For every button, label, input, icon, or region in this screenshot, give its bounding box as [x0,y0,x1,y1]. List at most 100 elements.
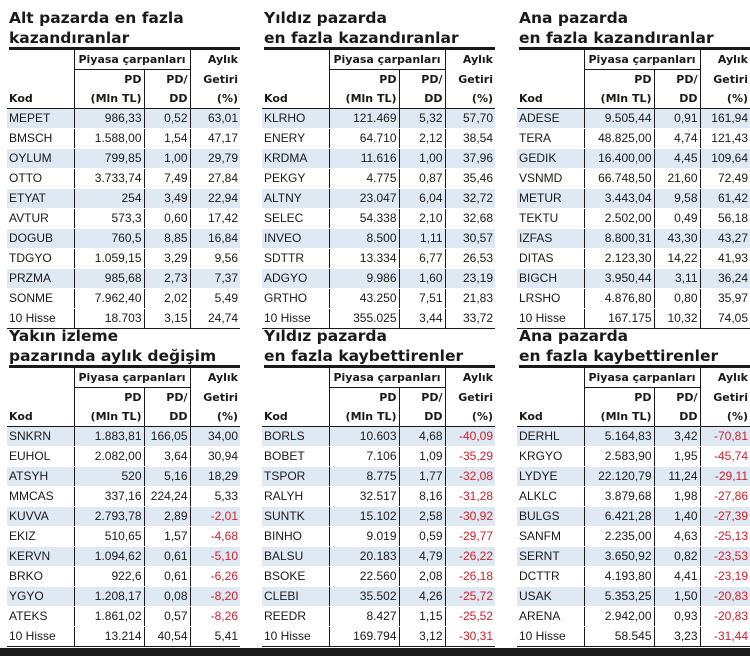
table-row: SERNT 3.650,92 0,82 -23,53 [517,546,750,567]
header-blank [7,50,74,70]
table-row: KERVN 1.094,62 0,61 -5,10 [7,546,240,567]
table-row: SDTTR 13.334 6,77 26,53 [262,248,495,269]
table-row: LYDYE 22.120,79 11,24 -29,11 [517,466,750,487]
total-row: 10 Hisse 13.214 40,54 5,41 [7,626,240,647]
stock-code-cell: INVEO [262,228,329,249]
pd-value-cell: 10.603 [328,426,399,447]
monthly-return-cell: -29,77 [444,526,495,547]
pd-value-cell: 15.102 [328,506,399,527]
pd-value-cell: 13.214 [73,626,144,647]
stock-code-cell: KRDMA [262,148,329,169]
table-row: INVEO 8.500 1,11 30,57 [262,228,495,249]
pd-value-cell: 121.469 [328,108,399,129]
header-dd: DD [398,407,445,427]
monthly-return-cell: 24,74 [189,308,240,329]
header-row: Piyasa çarpanları Aylık [262,368,495,388]
header-pd: PD [583,69,654,89]
table-row: LRSHO 4.876,80 0,80 35,97 [517,288,750,309]
pd-dd-cell: 2,89 [143,506,190,527]
monthly-return-cell: 41,93 [699,248,750,269]
panel-title-line-2: kazandıranlar [9,29,240,50]
pd-dd-cell: 0,80 [653,288,700,309]
monthly-return-cell: 61,42 [699,188,750,209]
header-getiri: Getiri [189,387,240,407]
monthly-return-cell: 35,97 [699,288,750,309]
header-pd: PD [73,387,144,407]
header-mln-tl: (Mln TL) [328,89,399,109]
pd-dd-cell: 4,68 [398,426,445,447]
pd-value-cell: 986,33 [73,108,144,129]
table-row: OYLUM 799,85 1,00 29,79 [7,148,240,169]
pd-dd-cell: 0,59 [398,526,445,547]
stock-code-cell: 10 Hisse [262,308,329,329]
pd-value-cell: 3.879,68 [583,486,654,507]
pd-value-cell: 8.775 [328,466,399,487]
header-pd: PD [73,69,144,89]
total-row: 10 Hisse 169.794 3,12 -30,31 [262,626,495,647]
header-row: Piyasa çarpanları Aylık [262,50,495,70]
pd-value-cell: 254 [73,188,144,209]
header-aylik: Aylık [189,50,240,70]
header-dd: DD [143,407,190,427]
pd-value-cell: 8.500 [328,228,399,249]
pd-value-cell: 1.588,00 [73,128,144,149]
yildiz-pazar-kaybettirenler-panel: Yıldız pazarda en fazla kaybettirenler Piy… [262,326,495,647]
monthly-return-cell: -25,72 [444,586,495,607]
table-row: BSOKE 22.560 2,08 -26,18 [262,566,495,587]
stock-code-cell: 10 Hisse [517,308,584,329]
pd-value-cell: 1.861,02 [73,606,144,627]
stock-code-cell: KLRHO [262,108,329,129]
stock-code-cell: BSOKE [262,566,329,587]
header-pd-dd: PD/ [653,69,700,89]
table-row: BINHO 9.019 0,59 -29,77 [262,526,495,547]
stock-code-cell: TEKTU [517,208,584,229]
table-row: BOBET 7.106 1,09 -35,29 [262,446,495,467]
pd-dd-cell: 6,04 [398,188,445,209]
pd-dd-cell: 3,64 [143,446,190,467]
panel-title-line-1: Yakın izleme [9,327,119,345]
pd-dd-cell: 0,61 [143,566,190,587]
table-row: TDGYO 1.059,15 3,29 9,56 [7,248,240,269]
monthly-return-cell: 22,94 [189,188,240,209]
pd-dd-cell: 5,32 [398,108,445,129]
panel-title: Alt pazarda en fazla kazandıranlar [7,8,240,50]
stock-code-cell: EUHOL [7,446,74,467]
total-row: 10 Hisse 167.175 10,32 74,05 [517,308,750,329]
header-blank [517,70,584,90]
monthly-return-cell: 26,53 [444,248,495,269]
pd-dd-cell: 21,60 [653,168,700,189]
stock-code-cell: OYLUM [7,148,74,169]
stock-code-cell: ADGYO [262,268,329,289]
monthly-return-cell: -20,83 [699,586,750,607]
stock-table: Piyasa çarpanları Aylık PD PD/Getiri Kod (Mln… [517,368,750,647]
pd-dd-cell: 0,82 [653,546,700,567]
pd-dd-cell: 1,77 [398,466,445,487]
pd-dd-cell: 1,98 [653,486,700,507]
table-row: BORLS 10.603 4,68 -40,09 [262,426,495,447]
monthly-return-cell: 63,01 [189,108,240,129]
header-row: Kod (Mln TL) DD (%) [262,407,495,427]
table-row: BALSU 20.183 4,79 -26,22 [262,546,495,567]
pd-value-cell: 510,65 [73,526,144,547]
pd-dd-cell: 9,58 [653,188,700,209]
table-row: IZFAS 8.800,31 43,30 43,27 [517,228,750,249]
monthly-return-cell: -23,53 [699,546,750,567]
header-group-label: Piyasa çarpanları [328,368,445,388]
table-row: SELEC 54.338 2,10 32,68 [262,208,495,229]
pd-dd-cell: 14,22 [653,248,700,269]
table-row: SNKRN 1.883,81 166,05 34,00 [7,426,240,447]
monthly-return-cell: -20,83 [699,606,750,627]
header-blank [517,50,584,70]
header-aylik: Aylık [444,368,495,388]
monthly-return-cell: -27,86 [699,486,750,507]
pd-dd-cell: 3,12 [398,626,445,647]
pd-dd-cell: 2,10 [398,208,445,229]
pd-value-cell: 4.775 [328,168,399,189]
stock-code-cell: LRSHO [517,288,584,309]
monthly-return-cell: 5,49 [189,288,240,309]
table-row: SONME 7.962,40 2,02 5,49 [7,288,240,309]
header-getiri: Getiri [189,69,240,89]
pd-dd-cell: 3,29 [143,248,190,269]
header-pd: PD [583,387,654,407]
header-row: PD PD/Getiri [517,387,750,407]
